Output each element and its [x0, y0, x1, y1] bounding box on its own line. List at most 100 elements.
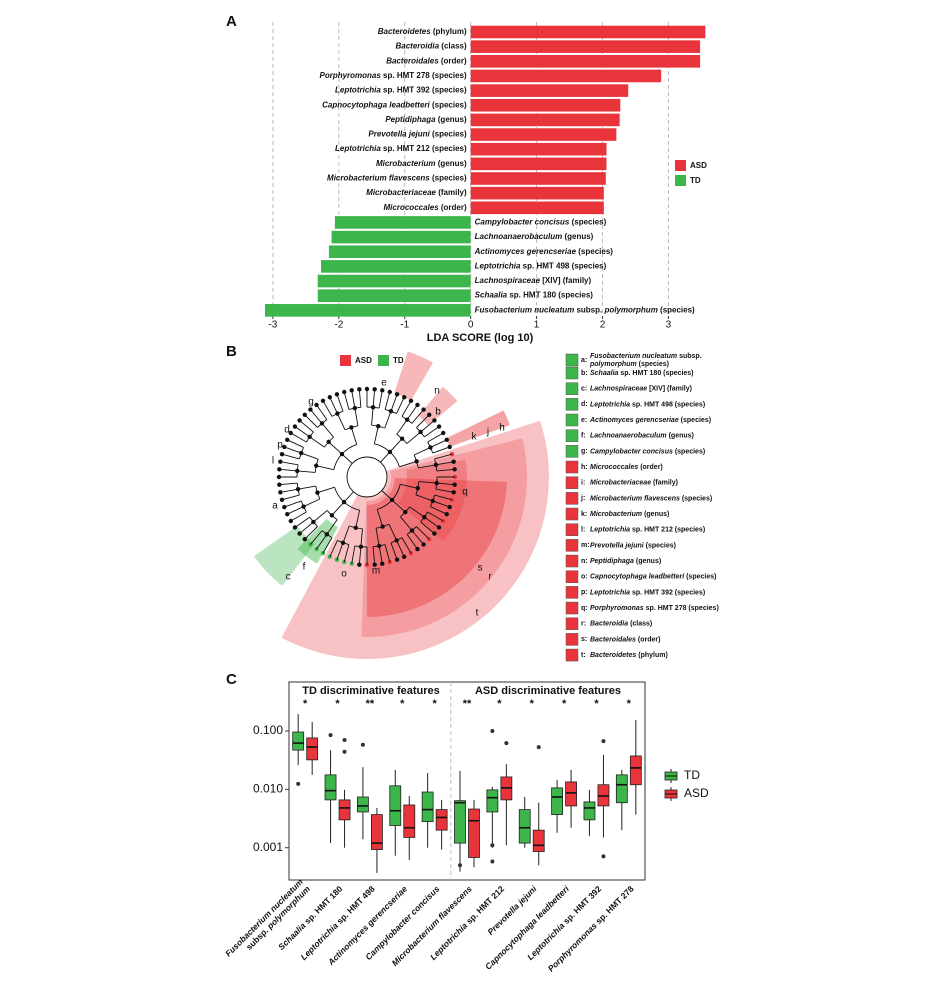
tree-branch — [372, 389, 376, 408]
outlier — [458, 863, 462, 868]
legend-key: h: — [581, 464, 588, 471]
legend-label: TD — [393, 356, 404, 365]
category-label: Fusobacterium nucleatum subsp. polymorph… — [475, 305, 695, 314]
legend-swatch — [565, 633, 579, 646]
tree-branch — [430, 506, 447, 515]
legend-label: Leptotrichia sp. HMT 392 (species) — [590, 589, 705, 596]
tree-node — [434, 480, 439, 486]
panel-label: A — [226, 13, 237, 30]
tree-node — [349, 388, 354, 393]
category-label: Microbacterium (genus) — [376, 159, 467, 168]
bar — [470, 55, 701, 68]
legend-label: Microbacterium flavescens (species) — [590, 495, 712, 502]
tree-branch — [313, 510, 328, 523]
tree-branch — [322, 537, 333, 554]
legend-swatch — [565, 445, 579, 458]
tree-branch — [310, 530, 323, 545]
tree-branch — [427, 511, 444, 522]
category-label: Actinomyces gerencseriae (species) — [474, 247, 614, 256]
tree-branch — [384, 544, 391, 563]
tree-branch — [420, 420, 435, 433]
x-axis-label: LDA SCORE (log 10) — [427, 332, 534, 344]
tree-node — [327, 554, 333, 559]
category-label: Bacteroidales (order) — [386, 56, 467, 65]
tree-node — [357, 387, 362, 392]
clade-shade — [253, 525, 315, 586]
tree-branch — [390, 542, 398, 560]
tree-branch — [351, 545, 356, 564]
tree-branch — [287, 506, 304, 515]
tree-branch — [435, 461, 454, 466]
legend-swatch — [565, 539, 579, 552]
x-tick-label: -1 — [400, 320, 409, 331]
clade-shade — [367, 477, 507, 617]
tree-branch — [378, 545, 383, 564]
tree-branch — [418, 464, 437, 469]
legend-label: Prevotella jejuni (species) — [590, 542, 676, 549]
legend-swatch — [565, 507, 579, 521]
tree-node — [277, 482, 282, 487]
tree-node — [357, 562, 362, 567]
legend-swatch — [565, 586, 579, 599]
category-label: Porphyromonas sp. HMT 278 (species) — [319, 71, 467, 80]
clade-label: r — [488, 572, 492, 583]
outlier — [328, 733, 333, 738]
significance: ** — [366, 698, 375, 710]
clade-label: n — [434, 386, 440, 397]
tree-branch — [406, 431, 421, 444]
tree-node — [433, 462, 439, 468]
tree-node — [327, 395, 333, 400]
significance: * — [594, 698, 599, 710]
bar — [470, 128, 617, 141]
tree-branch — [294, 426, 310, 438]
tree-branch — [381, 490, 393, 501]
tree-branch — [384, 411, 392, 429]
tree-node — [376, 543, 382, 549]
tree-node — [349, 561, 354, 566]
significance: * — [627, 698, 632, 710]
box — [454, 800, 466, 844]
box — [389, 785, 402, 826]
tree-branch — [413, 447, 431, 456]
outlier — [536, 745, 541, 750]
box — [532, 829, 545, 852]
outlier — [504, 741, 509, 746]
tree-node — [334, 392, 340, 397]
x-tick-label: -2 — [334, 320, 343, 331]
legend-swatch — [340, 355, 351, 366]
box — [629, 755, 642, 786]
legend-key: d: — [581, 401, 588, 408]
tree-branch — [399, 460, 417, 468]
box — [292, 731, 305, 751]
legend-label: TD — [684, 768, 700, 782]
clade-label: p — [277, 440, 283, 451]
box — [435, 809, 448, 831]
clade-shade — [361, 438, 527, 637]
bar — [470, 84, 629, 97]
tree-branch — [304, 414, 318, 428]
tree-branch — [384, 391, 391, 410]
tree-node — [295, 486, 301, 492]
tree-node — [380, 524, 385, 529]
clade-shade — [281, 420, 549, 660]
bar — [317, 289, 471, 302]
tree-branch — [389, 438, 403, 453]
tree-node — [301, 504, 306, 509]
clade-label: s — [478, 563, 483, 574]
tree-branch — [416, 526, 430, 540]
y-tick-label: 0.010 — [253, 782, 283, 796]
legend-key: o: — [581, 574, 588, 581]
legend-label: Leptotrichia sp. HMT 498 (species) — [590, 401, 705, 408]
bar — [334, 216, 471, 229]
category-label: Leptotrichia sp. HMT 498 (species) — [475, 262, 607, 271]
tree-branch — [378, 390, 383, 409]
clade-shade — [297, 518, 338, 564]
legend-label: Bacteroidales (order) — [590, 636, 660, 643]
x-tick-label: 0 — [468, 320, 474, 331]
bar — [328, 245, 471, 259]
tree-branch — [406, 534, 418, 550]
tree-branch — [299, 420, 314, 433]
legend-label: Bacteroidia (class) — [590, 621, 652, 628]
tree-branch — [287, 439, 304, 448]
